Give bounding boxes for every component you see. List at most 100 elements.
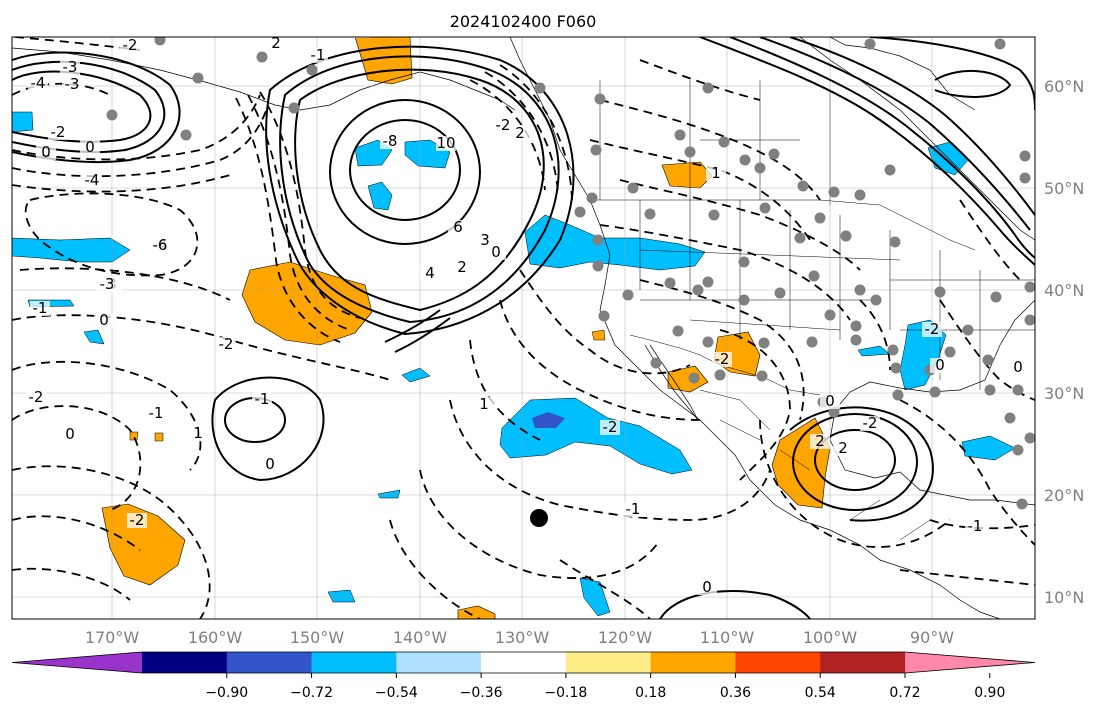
- shade-negative: [524, 214, 706, 271]
- lat-label: 20°N: [1044, 486, 1084, 505]
- lat-label: 60°N: [1044, 77, 1084, 96]
- colorbar-segment: [820, 652, 906, 673]
- colorbar-tick-label: −0.90: [205, 685, 248, 701]
- contour-label: -1: [149, 404, 164, 422]
- shade-positive: [457, 605, 496, 619]
- contour-label: 0: [935, 356, 945, 374]
- shade-positive: [661, 161, 713, 189]
- contour-label: 6: [453, 218, 463, 236]
- contour-label-bg: [930, 358, 950, 373]
- contour-label: 0: [1013, 358, 1023, 376]
- contour-label: 2: [815, 432, 825, 450]
- contour-label: 0: [41, 143, 51, 161]
- contour-label-bg: [127, 513, 147, 528]
- contour-label: -2: [29, 388, 44, 406]
- contour-label: -3: [63, 58, 78, 76]
- contour-label: 2: [271, 34, 281, 52]
- contour-label: 10: [436, 134, 455, 152]
- high-contour: [394, 317, 451, 353]
- contour-label: 0: [99, 311, 109, 329]
- contour-label-bg: [510, 126, 530, 141]
- shade-negative: [961, 435, 1016, 461]
- colorbar-segment: [396, 652, 482, 673]
- contour-label-bg: [36, 145, 56, 160]
- lon-label: 110°W: [700, 628, 755, 647]
- colorbar-tick-label: −0.18: [544, 685, 587, 701]
- contour-label: -6: [153, 236, 168, 254]
- contour-label: -1: [626, 500, 641, 518]
- contour-label: -1: [311, 46, 326, 64]
- high-contour: [294, 68, 545, 312]
- contour-label: 0: [825, 392, 835, 410]
- latitude-axis: 60°N 50°N 40°N 30°N 20°N 10°N: [1044, 77, 1084, 607]
- contour-label-bg: [26, 390, 46, 405]
- contour-label: -2: [863, 414, 878, 432]
- contour-label: 1: [193, 424, 203, 442]
- contour-label: -1: [353, 21, 368, 39]
- storm-center-marker: [530, 509, 548, 527]
- contour-label-bg: [833, 441, 853, 456]
- contour-label-bg: [712, 352, 732, 367]
- contour-label-bg: [860, 416, 880, 431]
- high-center-contour: [329, 99, 481, 245]
- contour-label-bg: [146, 406, 166, 421]
- mexico-states: [699, 389, 931, 541]
- lat-label: 10°N: [1044, 588, 1084, 607]
- contour-label-bg: [600, 420, 620, 435]
- contour-label: -8: [383, 132, 398, 150]
- contour-label-bg: [97, 277, 117, 292]
- colorbar: −0.90 −0.72 −0.54 −0.36 −0.18 0.18 0.36 0.54 0.7…: [11, 651, 1036, 701]
- contour-label-bg: [380, 134, 400, 149]
- contour-label: -3: [100, 275, 115, 293]
- contour-label-bg: [252, 392, 272, 407]
- contour-label: 0: [702, 578, 712, 596]
- contour-label: -1: [255, 390, 270, 408]
- colorbar-outline: [11, 651, 1036, 674]
- contour-label-bg: [493, 118, 513, 133]
- contour-label-bg: [216, 337, 236, 352]
- map-panel: -2-3-4-3-200-42-1-1-810-223-4-663420-10-…: [11, 21, 1036, 620]
- contour-label: 4: [425, 264, 435, 282]
- lat-label: 40°N: [1044, 281, 1084, 300]
- contour-label-bg: [448, 220, 468, 235]
- lon-label: 120°W: [598, 628, 653, 647]
- contour-label: -3: [65, 75, 80, 93]
- contour-label: 0: [85, 138, 95, 156]
- contour-label-bg: [150, 238, 170, 253]
- colorbar-segment: [565, 652, 652, 673]
- colorbar-tick-label: 0.18: [635, 685, 666, 701]
- contour-label-bg: [452, 260, 472, 275]
- contour-label-bg: [475, 233, 495, 248]
- lat-label: 30°N: [1044, 384, 1084, 403]
- contour-label: -1: [968, 517, 983, 535]
- contour-label-bg: [48, 125, 68, 140]
- contour-label-bg: [922, 322, 942, 337]
- coastline-canada-east: [799, 37, 1035, 241]
- colorbar-tick-label: 0.36: [720, 685, 751, 701]
- contour-label: 3: [480, 231, 490, 249]
- lon-label: 170°W: [85, 628, 140, 647]
- colorbar-segment: [142, 652, 228, 673]
- lon-label: 140°W: [393, 628, 448, 647]
- positive-contours: [12, 37, 1035, 619]
- colorbar-segment: [481, 652, 567, 673]
- contour-label: 0: [265, 455, 275, 473]
- gulf-high-contour: [814, 429, 896, 491]
- colorbar-segment: [650, 652, 736, 673]
- lon-label: 160°W: [188, 628, 243, 647]
- contour-label-bg: [697, 580, 717, 595]
- contour-label-bg: [706, 166, 726, 181]
- contour-label-bg: [623, 502, 643, 517]
- contour-label: -1: [33, 299, 48, 317]
- colorbar-tick-label: 0.54: [805, 685, 836, 701]
- lon-label: 90°W: [910, 628, 954, 647]
- high-center-contour: [349, 119, 461, 221]
- high-contour: [265, 45, 575, 336]
- colorbar-tick-label: −0.72: [290, 685, 333, 701]
- contour-label-bg: [260, 457, 280, 472]
- contour-label: -2: [496, 116, 511, 134]
- longitude-axis: 170°W 160°W 150°W 140°W 130°W 120°W 110°…: [85, 628, 954, 647]
- shade-negative: [367, 181, 393, 211]
- canada-provinces: [599, 80, 831, 205]
